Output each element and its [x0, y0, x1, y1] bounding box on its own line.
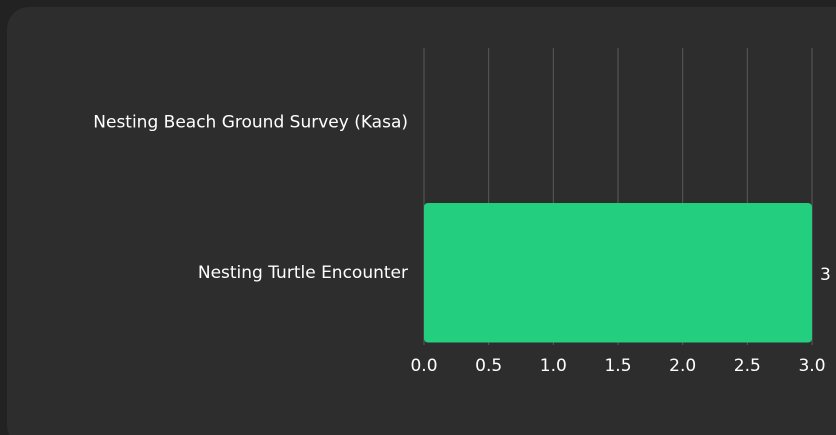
- bar: [424, 202, 812, 343]
- y-tick-label: Nesting Beach Ground Survey (Kasa): [93, 112, 408, 132]
- x-tick-label: 2.0: [669, 356, 696, 376]
- y-tick-label: Nesting Turtle Encounter: [198, 263, 408, 283]
- x-tick-label: 2.5: [734, 356, 761, 376]
- x-tick-label: 0.0: [410, 356, 437, 376]
- x-tick-label: 0.5: [475, 356, 502, 376]
- x-tick-label: 1.0: [540, 356, 567, 376]
- value-label: 3: [820, 265, 831, 285]
- x-tick-label: 1.5: [604, 356, 631, 376]
- x-tick-label: 3.0: [798, 356, 825, 376]
